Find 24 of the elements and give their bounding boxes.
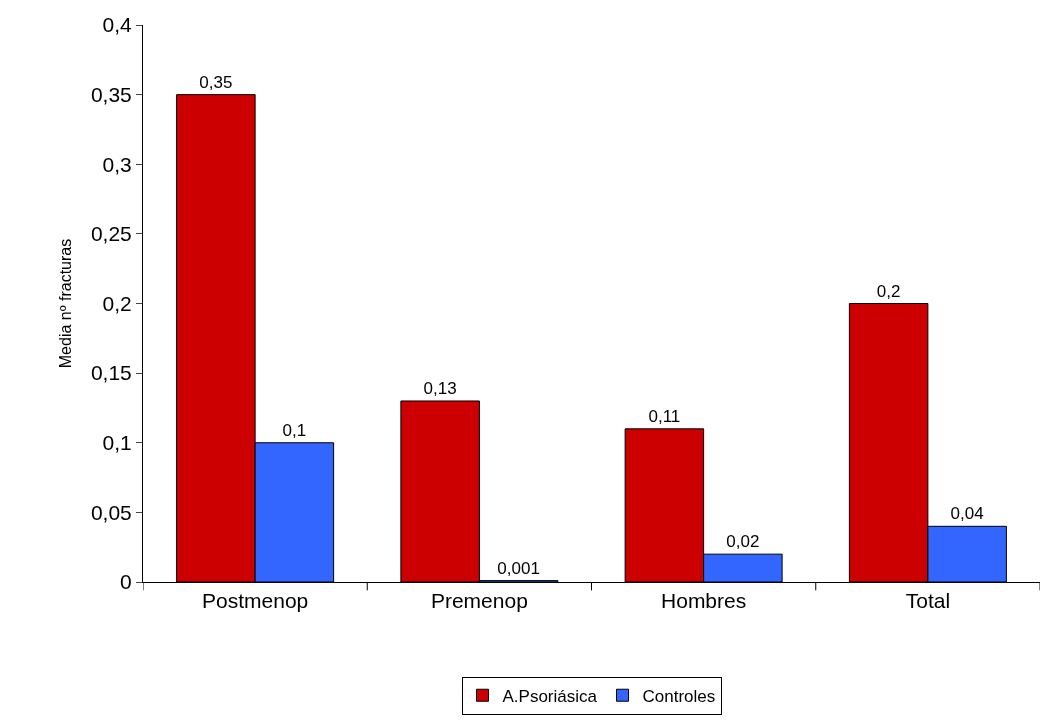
data-label: 0,11 [648, 406, 681, 426]
legend-label: Controles [642, 686, 716, 706]
data-label: 0,13 [423, 378, 457, 398]
y-tick-label: 0,35 [90, 82, 132, 106]
data-label: 0,04 [950, 504, 984, 524]
x-tick-label: Total [905, 589, 951, 613]
x-tick-label: Postmenop [202, 589, 309, 613]
y-tick-label: 0,2 [102, 291, 132, 315]
y-axis-title: Media nº fracturas [56, 238, 74, 369]
legend-label: A.Psoriásica [502, 686, 598, 706]
x-tick-label: Hombres [661, 589, 747, 613]
data-label: 0,2 [876, 281, 901, 301]
y-tick-label: 0,1 [102, 431, 132, 455]
y-tick-label: 0,25 [90, 222, 132, 246]
y-tick-label: 0,05 [90, 500, 132, 524]
data-label: 0,35 [199, 72, 233, 92]
y-tick-label: 0,15 [90, 361, 132, 385]
x-tick-label: Premenop [430, 589, 528, 613]
data-label: 0,001 [497, 558, 540, 578]
data-label: 0,1 [282, 420, 307, 440]
y-tick-label: 0,3 [102, 152, 132, 176]
y-tick-label: 0 [120, 570, 132, 594]
data-label: 0,02 [726, 532, 760, 552]
y-tick-label: 0,4 [102, 13, 133, 37]
